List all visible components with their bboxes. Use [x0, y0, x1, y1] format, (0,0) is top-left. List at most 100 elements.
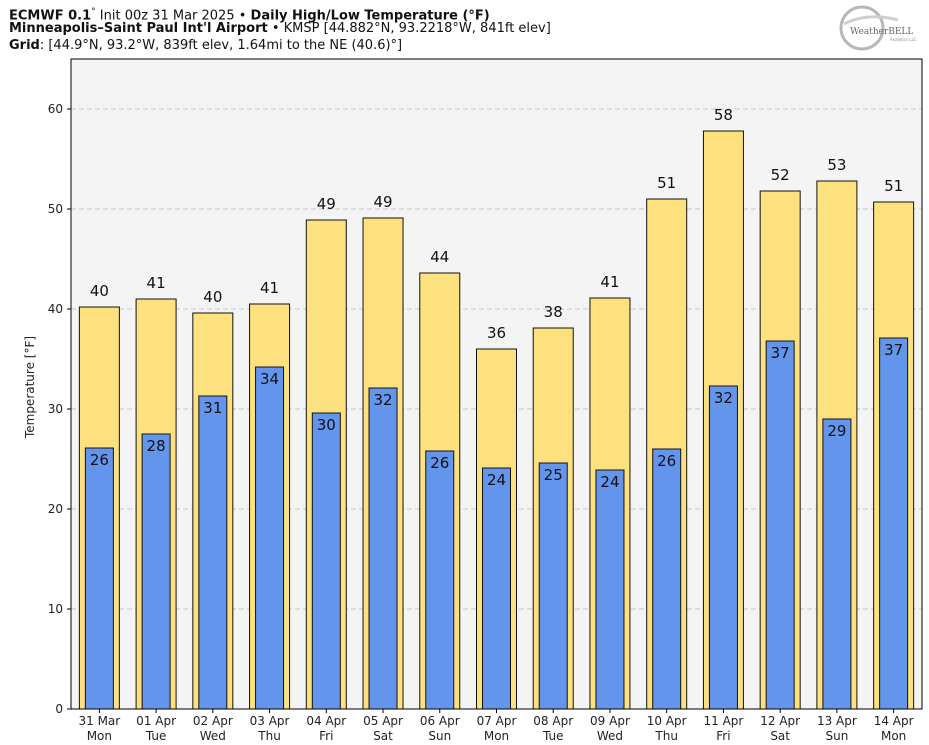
low-bar [255, 366, 285, 710]
high-value-label: 38 [544, 303, 563, 321]
y-tick-label: 20 [48, 502, 63, 516]
low-value-label: 31 [203, 399, 222, 417]
low-bar [765, 340, 795, 710]
low-value-label: 26 [90, 451, 109, 469]
high-value-label: 41 [260, 279, 279, 297]
x-tick-day: Sun [825, 729, 848, 743]
x-tick-date: 08 Apr [533, 714, 573, 728]
low-bar [879, 337, 909, 710]
low-value-label: 30 [317, 416, 336, 434]
high-value-label: 49 [317, 195, 336, 213]
x-tick-day: Fri [319, 729, 333, 743]
x-tick-day: Sun [428, 729, 451, 743]
x-tick-date: 12 Apr [760, 714, 800, 728]
x-tick-day: Fri [716, 729, 730, 743]
high-value-label: 41 [147, 274, 166, 292]
low-bar [425, 450, 455, 710]
x-tick-date: 14 Apr [874, 714, 914, 728]
low-value-label: 34 [260, 370, 279, 388]
low-bar [141, 433, 171, 710]
x-tick-date: 09 Apr [590, 714, 630, 728]
site-info: • KMSP [44.882°N, 93.2218°W, 841ft elev] [267, 21, 551, 36]
x-tick-date: 10 Apr [647, 714, 687, 728]
x-tick-day: Thu [654, 729, 678, 743]
high-value-label: 40 [90, 282, 109, 300]
low-bar [482, 467, 511, 710]
high-value-label: 41 [600, 273, 619, 291]
x-tick-day: Mon [484, 729, 509, 743]
low-value-label: 28 [147, 437, 166, 455]
x-tick-day: Mon [87, 729, 112, 743]
low-bar [538, 462, 568, 710]
low-value-label: 25 [544, 466, 563, 484]
high-value-label: 36 [487, 324, 506, 342]
low-bar [652, 448, 682, 710]
y-tick-label: 40 [48, 302, 63, 316]
low-bar [822, 418, 852, 710]
y-axis: 0 10 20 30 40 50 60 [48, 102, 71, 716]
low-bar [198, 395, 228, 710]
weatherbell-logo: WeatherBELL Analytics LLC [839, 5, 917, 51]
x-tick-day: Tue [542, 729, 564, 743]
x-tick-date: 11 Apr [704, 714, 744, 728]
low-bar [595, 469, 625, 710]
high-value-label: 40 [203, 288, 222, 306]
x-tick-day: Mon [881, 729, 906, 743]
high-value-label: 51 [884, 177, 903, 195]
x-tick-date: 04 Apr [306, 714, 346, 728]
y-tick-label: 60 [48, 102, 63, 116]
model-name: ECMWF 0.1 [9, 8, 92, 24]
x-tick-date: 05 Apr [363, 714, 403, 728]
x-tick-day: Sat [770, 729, 790, 743]
grid-info: : [44.9°N, 93.2°W, 839ft elev, 1.64mi to… [39, 38, 403, 53]
logo-ring [839, 5, 885, 51]
x-tick-day: Sat [373, 729, 393, 743]
logo-subtext: Analytics LLC [890, 37, 917, 42]
low-value-label: 32 [373, 391, 392, 409]
low-value-label: 29 [827, 422, 846, 440]
x-tick-day: Wed [200, 729, 226, 743]
high-value-label: 49 [373, 193, 392, 211]
y-tick-label: 10 [48, 602, 63, 616]
grid-label: Grid [9, 38, 40, 53]
low-value-label: 24 [487, 471, 506, 489]
low-bar [708, 385, 738, 710]
y-tick-label: 0 [55, 702, 63, 716]
x-tick-date: 13 Apr [817, 714, 857, 728]
logo-swoosh [843, 15, 899, 26]
low-bar [84, 447, 114, 710]
low-value-label: 26 [657, 452, 676, 470]
low-value-label: 24 [600, 473, 619, 491]
x-tick-date: 06 Apr [420, 714, 460, 728]
low-bar [368, 387, 398, 710]
high-value-label: 52 [771, 166, 790, 184]
y-axis-label: Temperature [°F] [23, 336, 37, 439]
y-tick-label: 30 [48, 402, 63, 416]
y-tick-label: 50 [48, 202, 63, 216]
x-tick-date: 01 Apr [136, 714, 176, 728]
low-value-label: 26 [430, 454, 449, 472]
x-tick-date: 03 Apr [250, 714, 290, 728]
header-line-2: Minneapolis–Saint Paul Int'l Airport • K… [9, 21, 551, 37]
chart-title: Daily High/Low Temperature (°F) [250, 8, 490, 24]
header-line-1: ECMWF 0.1° Init 00z 31 Mar 2025 • Daily … [9, 4, 490, 24]
x-tick-date: 07 Apr [477, 714, 517, 728]
model-degree: ° [91, 7, 96, 17]
x-tick-date: 02 Apr [193, 714, 233, 728]
x-tick-day: Thu [257, 729, 281, 743]
high-value-label: 58 [714, 106, 733, 124]
x-tick-date: 31 Mar [78, 714, 120, 728]
bars: 40 26 41 28 40 31 41 34 49 30 49 32 44 26 36 24 38 25 41 24… [78, 106, 915, 710]
logo-text: WeatherBELL [850, 27, 913, 37]
init-time: Init 00z 31 Mar 2025 • [95, 8, 251, 24]
header-line-3: Grid: [44.9°N, 93.2°W, 839ft elev, 1.64m… [9, 38, 402, 54]
low-bar [311, 412, 341, 710]
low-value-label: 37 [884, 341, 903, 359]
high-value-label: 44 [430, 248, 449, 266]
site-name: Minneapolis–Saint Paul Int'l Airport [9, 21, 268, 36]
low-value-label: 37 [771, 344, 790, 362]
high-value-label: 53 [827, 156, 846, 174]
x-tick-day: Tue [145, 729, 167, 743]
